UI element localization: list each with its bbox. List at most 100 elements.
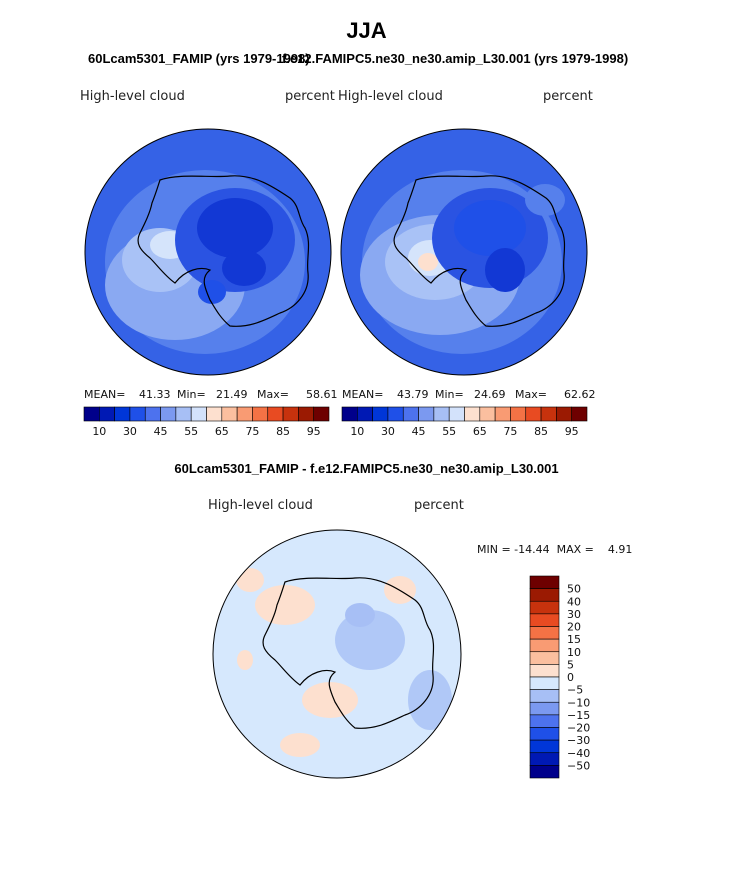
left-colorbar-tick-label: 65 bbox=[215, 425, 229, 438]
left-colorbar-swatch bbox=[206, 406, 223, 422]
right-colorbar-swatch bbox=[510, 406, 527, 422]
right-max-value: 62.62 bbox=[564, 388, 596, 401]
right-colorbar-swatch bbox=[494, 406, 511, 422]
difference-colorbar-swatch bbox=[529, 689, 560, 703]
left-mean-label: MEAN= bbox=[84, 388, 126, 401]
difference-map bbox=[213, 530, 461, 778]
difference-colorbar-swatch bbox=[529, 714, 560, 728]
right-colorbar-tick-label: 30 bbox=[381, 425, 395, 438]
difference-colorbar-tick-label: −40 bbox=[567, 747, 590, 760]
right-colorbar-swatch bbox=[372, 406, 389, 422]
difference-colorbar-swatch bbox=[529, 664, 560, 678]
difference-colorbar-swatch bbox=[529, 613, 560, 627]
left-colorbar-tick-label: 55 bbox=[184, 425, 198, 438]
right-colorbar-swatch bbox=[464, 406, 481, 422]
difference-colorbar-swatch bbox=[529, 651, 560, 665]
right-colorbar-tick-label: 95 bbox=[565, 425, 579, 438]
difference-colorbar-tick-label: −5 bbox=[567, 684, 583, 697]
right-map-border bbox=[340, 128, 588, 376]
difference-colorbar-tick-label: −50 bbox=[567, 759, 590, 772]
diff-min-max: MIN = -14.44 MAX = 4.91 bbox=[477, 543, 633, 556]
left-colorbar-swatch bbox=[99, 406, 115, 422]
right-colorbar-swatch bbox=[433, 406, 450, 422]
right-colorbar-tick-label: 65 bbox=[473, 425, 487, 438]
difference-colorbar-tick-label: 15 bbox=[567, 633, 581, 646]
right-variable-label: High-level cloud bbox=[338, 89, 443, 104]
difference-colorbar-tick-label: −20 bbox=[567, 722, 590, 735]
left-colorbar-tick-label: 45 bbox=[154, 425, 168, 438]
difference-colorbar-tick-label: 5 bbox=[567, 658, 574, 671]
right-colorbar-swatch bbox=[387, 406, 404, 422]
difference-colorbar-swatch bbox=[529, 575, 560, 589]
difference-colorbar-swatch bbox=[529, 752, 560, 766]
right-max-label: Max= bbox=[515, 388, 547, 401]
right-colorbar-swatch bbox=[402, 406, 419, 422]
difference-colorbar-tick-label: 20 bbox=[567, 621, 581, 634]
difference-colorbar-tick-label: 0 bbox=[567, 671, 574, 684]
left-panel-subtitle: 60Lcam5301_FAMIP (yrs 1979-1998) bbox=[88, 51, 310, 66]
difference-colorbar-swatch bbox=[529, 626, 560, 640]
right-mean-value: 43.79 bbox=[397, 388, 429, 401]
right-map bbox=[341, 129, 587, 375]
difference-colorbar-swatch bbox=[529, 701, 560, 716]
left-colorbar-swatch bbox=[313, 406, 330, 422]
left-colorbar-swatch bbox=[190, 406, 207, 422]
right-colorbar-swatch bbox=[556, 406, 572, 422]
left-colorbar-swatch bbox=[160, 406, 177, 422]
right-min-value: 24.69 bbox=[474, 388, 506, 401]
left-colorbar-swatch bbox=[221, 406, 238, 422]
left-colorbar-tick-label: 95 bbox=[307, 425, 321, 438]
difference-colorbar-swatch bbox=[529, 765, 560, 779]
figure-title: JJA bbox=[346, 18, 387, 43]
right-colorbar-tick-label: 10 bbox=[350, 425, 364, 438]
difference-colorbar-tick-label: −15 bbox=[567, 709, 590, 722]
left-colorbar-swatch bbox=[267, 406, 284, 422]
right-colorbar-tick-label: 85 bbox=[534, 425, 548, 438]
right-units-label: percent bbox=[543, 89, 593, 104]
left-colorbar-swatch bbox=[175, 406, 192, 422]
left-colorbar-swatch bbox=[144, 406, 161, 422]
right-colorbar-swatch bbox=[418, 406, 435, 422]
left-colorbar-swatch bbox=[129, 406, 146, 422]
left-map bbox=[85, 129, 331, 375]
right-colorbar-swatch bbox=[341, 406, 358, 422]
left-colorbar: 10 30 45 55 65 75 85 95 bbox=[83, 406, 330, 438]
right-panel-subtitle: f.e12.FAMIPC5.ne30_ne30.amip_L30.001 (yr… bbox=[282, 51, 629, 66]
right-mean-label: MEAN= bbox=[342, 388, 384, 401]
difference-colorbar-tick-label: 30 bbox=[567, 608, 581, 621]
right-colorbar-tick-label: 75 bbox=[503, 425, 517, 438]
right-colorbar-swatch bbox=[357, 406, 373, 422]
left-colorbar-swatch bbox=[282, 406, 299, 422]
difference-colorbar-swatch bbox=[529, 600, 560, 615]
diff-units-label: percent bbox=[414, 498, 464, 513]
left-colorbar-tick-label: 75 bbox=[245, 425, 259, 438]
left-colorbar-tick-label: 10 bbox=[92, 425, 106, 438]
left-colorbar-swatch bbox=[252, 406, 269, 422]
right-colorbar-swatch bbox=[479, 406, 496, 422]
right-colorbar-swatch bbox=[540, 406, 557, 422]
difference-colorbar-swatch bbox=[529, 588, 560, 602]
left-mean-value: 41.33 bbox=[139, 388, 171, 401]
left-colorbar-swatch bbox=[298, 406, 314, 422]
difference-colorbar-swatch bbox=[529, 739, 560, 754]
right-min-label: Min= bbox=[435, 388, 464, 401]
left-units-label: percent bbox=[285, 89, 335, 104]
left-colorbar-swatch bbox=[83, 406, 100, 422]
difference-colorbar-tick-label: −10 bbox=[567, 696, 590, 709]
difference-colorbar-swatch bbox=[529, 676, 560, 690]
left-max-value: 58.61 bbox=[306, 388, 338, 401]
right-colorbar-swatch bbox=[448, 406, 465, 422]
left-colorbar-swatch bbox=[236, 406, 253, 422]
difference-title: 60Lcam5301_FAMIP - f.e12.FAMIPC5.ne30_ne… bbox=[174, 461, 559, 476]
difference-colorbar-tick-label: −30 bbox=[567, 734, 590, 747]
left-max-label: Max= bbox=[257, 388, 289, 401]
left-min-label: Min= bbox=[177, 388, 206, 401]
difference-colorbar-tick-label: 50 bbox=[567, 583, 581, 596]
left-colorbar-swatch bbox=[114, 406, 131, 422]
difference-colorbar-swatch bbox=[529, 638, 560, 653]
left-min-value: 21.49 bbox=[216, 388, 248, 401]
difference-colorbar-tick-label: 40 bbox=[567, 595, 581, 608]
right-colorbar-tick-label: 55 bbox=[442, 425, 456, 438]
